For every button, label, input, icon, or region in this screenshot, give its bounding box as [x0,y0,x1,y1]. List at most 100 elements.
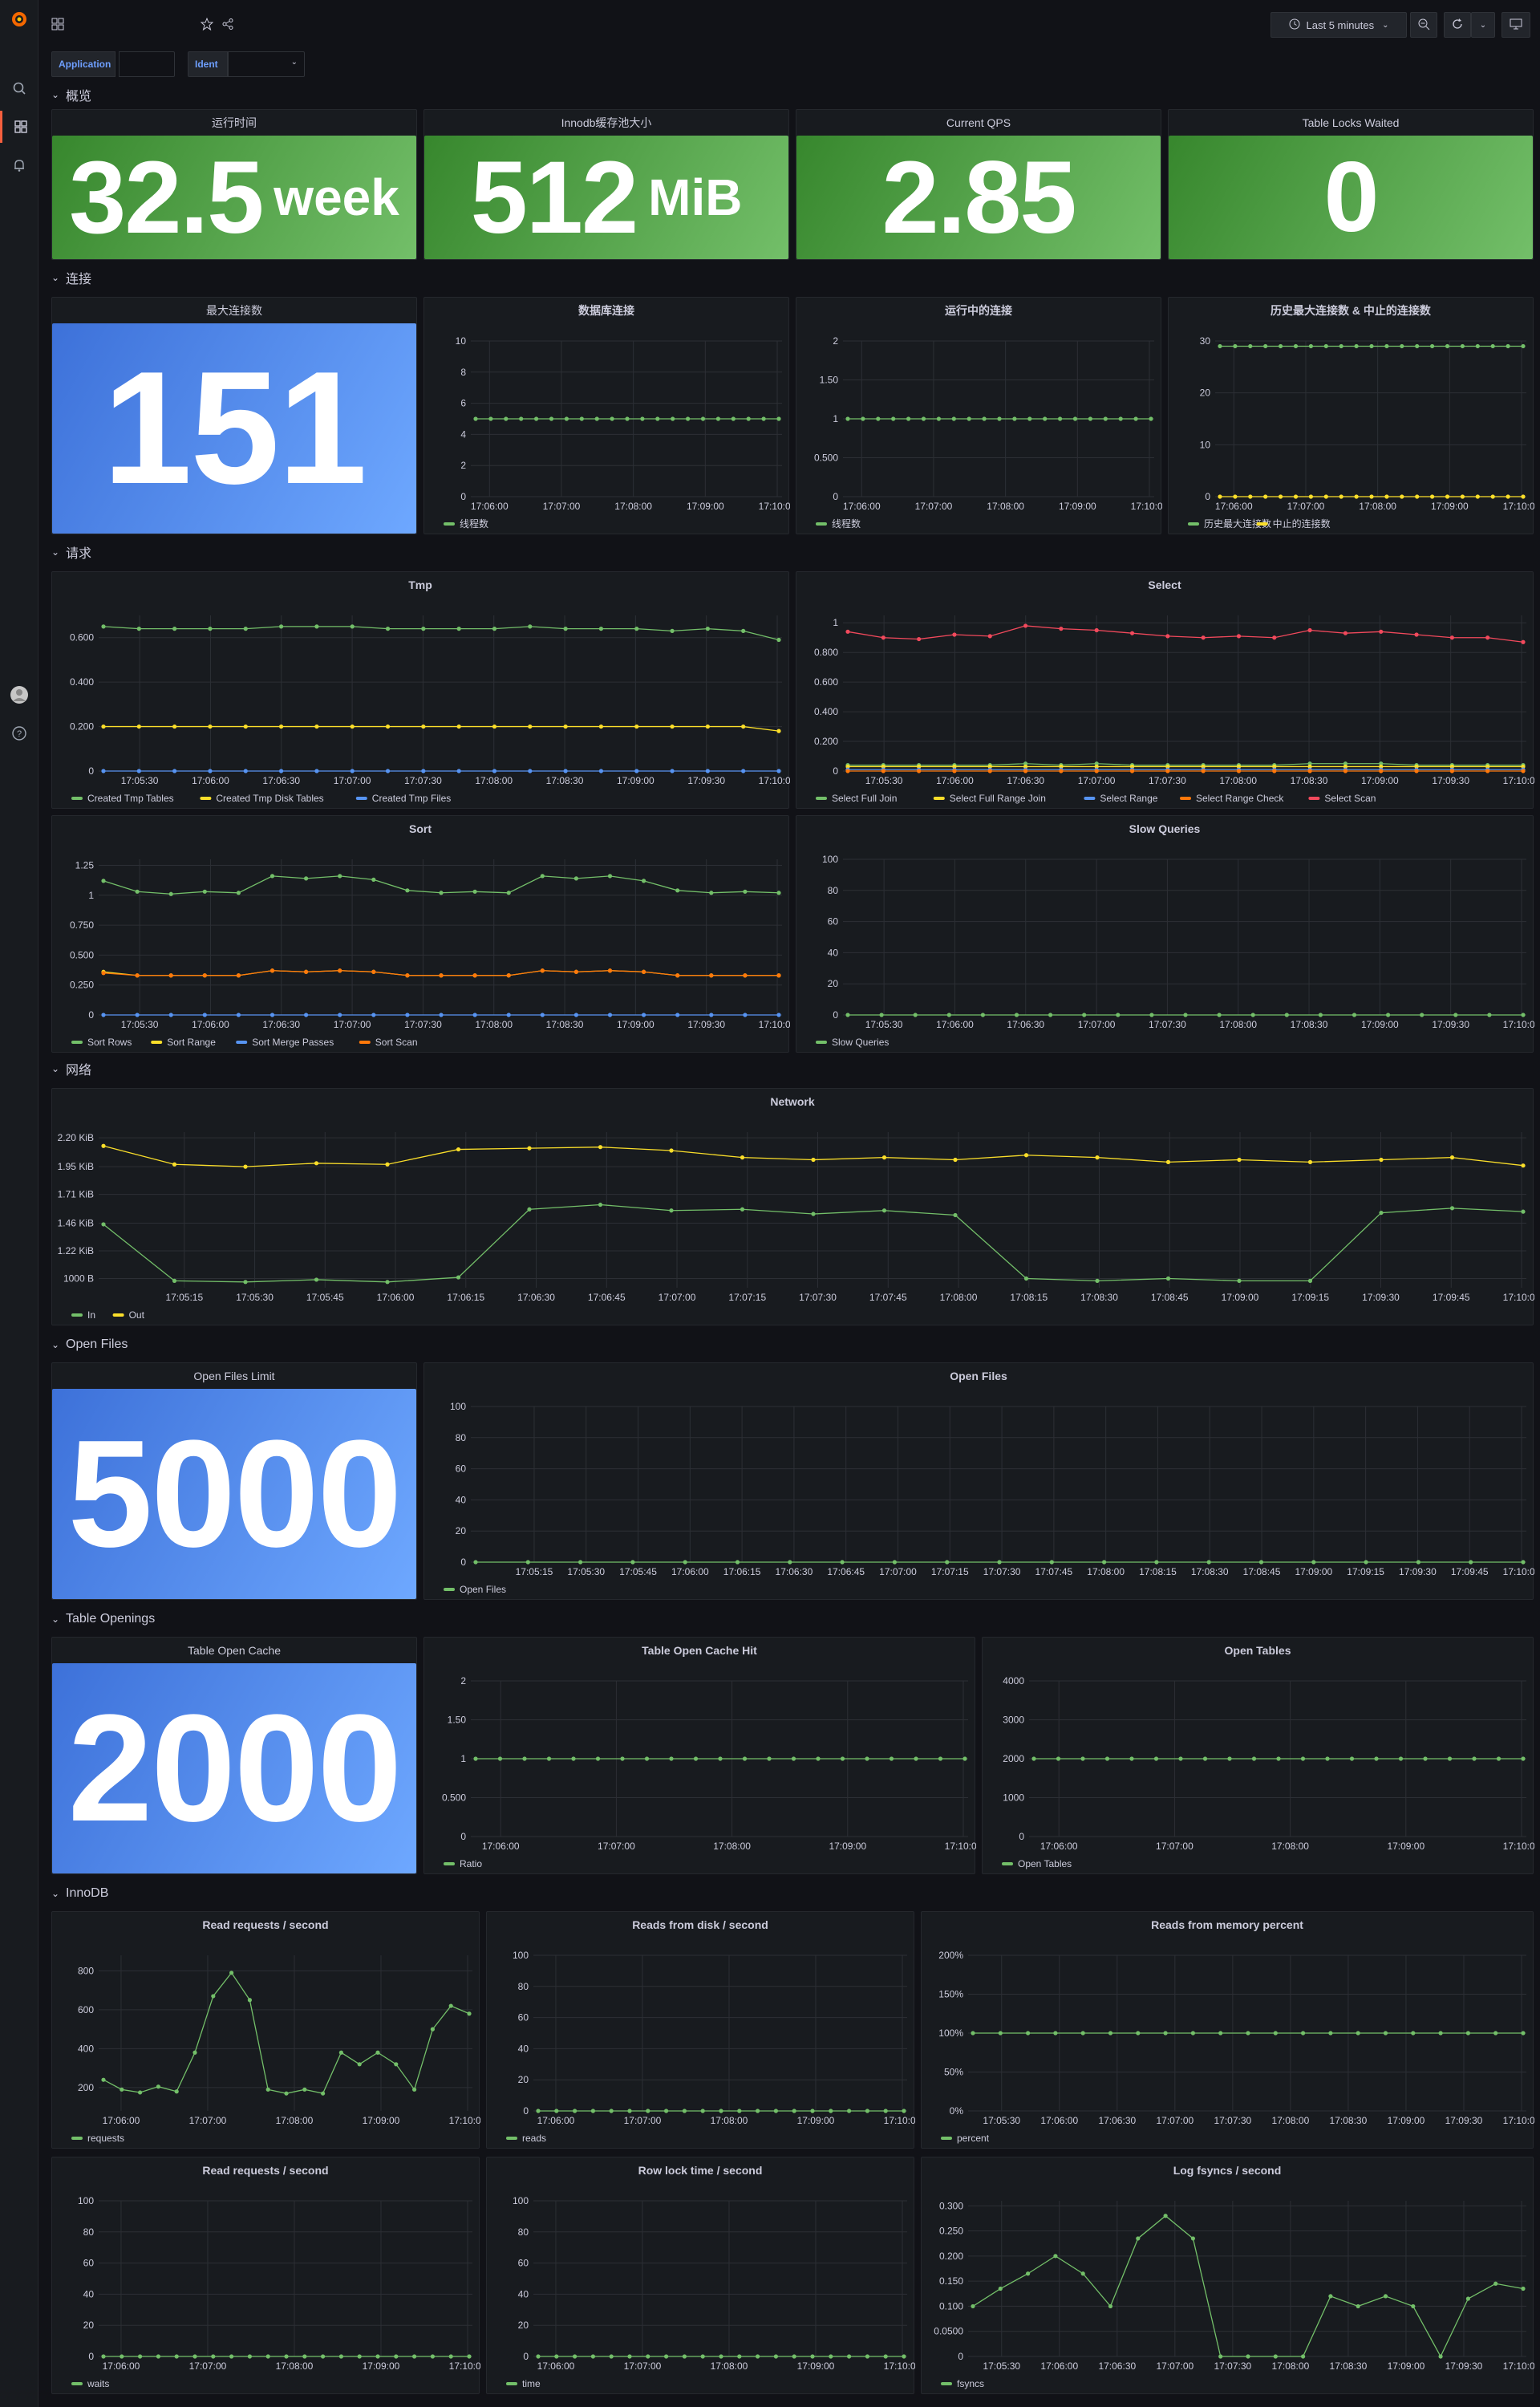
legend-item[interactable]: 中止的连接数 [1273,518,1331,530]
x-tick-label: 17:06:30 [1098,2115,1136,2126]
chart-panel-hist[interactable]: 历史最大连接数 & 中止的连接数 0 10 20 30 17:06:00 17:07:00 1… [1168,297,1534,534]
data-point [715,416,720,421]
row-header-req[interactable]: ⌄ 请求 [51,541,91,563]
legend-item[interactable]: Select Full Range Join [950,793,1046,804]
legend-item[interactable]: fsyncs [957,2378,984,2389]
stat-panel-uptime[interactable]: 运行时间 32.5 week [51,109,417,260]
legend-item[interactable]: Sort Merge Passes [252,1037,334,1048]
legend-item[interactable]: Select Range Check [1196,793,1284,804]
chart-panel-network[interactable]: Network 1000 B 1.22 KiB 1.46 KiB 1.71 KiB 1.9… [51,1088,1534,1325]
data-point [1475,494,1480,499]
legend-item[interactable]: 历史最大连接数 [1204,518,1271,530]
legend-item[interactable]: waits [87,2378,109,2389]
row-header-innodb[interactable]: ⌄ InnoDB [51,1882,108,1905]
data-point [1460,343,1465,349]
legend-item[interactable]: Select Scan [1324,793,1376,804]
zoom-out-button[interactable] [1410,12,1437,38]
legend-item[interactable]: Sort Range [167,1037,216,1048]
legend-item[interactable]: 线程数 [460,518,488,530]
chart-panel-running[interactable]: 运行中的连接 0 0.500 1 1.50 2 17:06:00 17:07:00 17:08:… [796,297,1162,534]
refresh-button[interactable] [1444,12,1471,38]
data-point [1031,1756,1036,1761]
legend-item[interactable]: Open Tables [1018,1858,1072,1869]
stat-panel-tcache[interactable]: Table Open Cache 2000 [51,1637,417,1874]
chart-panel-fsync[interactable]: Log fsyncs / second 0 0.0500 0.100 0.150 0.20… [921,2157,1534,2394]
search-icon[interactable] [0,72,38,104]
legend-item[interactable]: 线程数 [832,518,861,530]
chart-panel-readreq2[interactable]: Read requests / second 0 20 40 60 80 100 17:06:… [51,2157,480,2394]
legend-item[interactable]: Select Full Join [832,793,897,804]
chart-panel-dbconn[interactable]: 数据库连接 0 2 4 6 8 10 17:06:00 17:07:00 17:08:00 17:0… [424,297,790,534]
grafana-logo[interactable] [0,3,38,35]
chart-panel-tmp[interactable]: Tmp 0 0.200 0.400 0.600 17:05:30 17:06:00 17:06… [51,571,790,809]
data-point [563,769,568,773]
stat-panel-locks[interactable]: Table Locks Waited 0 [1168,109,1534,260]
panel-title: Select [1148,578,1181,591]
legend-item[interactable]: Sort Rows [87,1037,132,1048]
legend-item[interactable]: requests [87,2133,124,2144]
legend-item[interactable]: Open Files [460,1584,506,1595]
y-tick-label: 40 [83,2288,95,2299]
tv-mode-button[interactable] [1502,12,1530,38]
legend-item[interactable]: Slow Queries [832,1037,889,1048]
legend-item[interactable]: time [522,2378,541,2389]
legend-item[interactable]: percent [957,2133,990,2144]
stat-panel-bufpool[interactable]: Innodb缓存池大小 512 MiB [424,109,789,260]
legend-item[interactable]: Created Tmp Disk Tables [216,793,323,804]
legend-item[interactable]: Sort Scan [375,1037,418,1048]
chart-panel-opentables[interactable]: Open Tables 0 1000 2000 3000 4000 17:06:00 17:0… [982,1637,1534,1874]
data-point [136,769,141,773]
time-range-picker[interactable]: Last 5 minutes ⌄ [1270,12,1407,38]
stat-panel-maxconn[interactable]: 最大连接数 151 [51,297,417,534]
legend-item[interactable]: In [87,1309,95,1321]
row-header-net[interactable]: ⌄ 网络 [51,1057,91,1080]
chart-panel-readdisk[interactable]: Reads from disk / second 0 20 40 60 80 100 17:0… [486,1911,915,2149]
data-point [1237,1278,1242,1283]
data-point [776,637,781,643]
x-tick-label: 17:09:00 [363,2360,400,2372]
stat-panel-qps[interactable]: Current QPS 2.85 [796,109,1161,260]
dashboards-icon[interactable] [0,111,38,143]
star-icon[interactable] [197,13,217,35]
dashboard-grid-icon[interactable] [48,13,67,35]
variable-dropdown-ident[interactable]: ⌄ [228,51,305,77]
row-header-tables[interactable]: ⌄ Table Openings [51,1608,155,1630]
chart-panel-rowlock[interactable]: Row lock time / second 0 20 40 60 80 100 17:06:… [486,2157,915,2394]
data-point [1521,2286,1526,2291]
legend-item[interactable]: Created Tmp Tables [87,793,174,804]
chart-panel-readreq[interactable]: Read requests / second 200 400 600 800 17:06:… [51,1911,480,2149]
variable-input-application[interactable] [119,51,175,77]
x-tick-label: 17:09:00 [829,1841,866,1852]
legend-item[interactable]: reads [522,2133,546,2144]
data-point [314,624,319,629]
legend-swatch [816,522,827,526]
legend-item[interactable]: Out [129,1309,145,1321]
row-header-files[interactable]: ⌄ Open Files [51,1333,128,1356]
row-header-conn[interactable]: ⌄ 连接 [51,266,91,289]
chart-panel-readmem[interactable]: Reads from memory percent 0% 50% 100% 150% 20… [921,1911,1534,2149]
data-point [741,628,746,633]
help-icon[interactable]: ? [0,717,38,749]
row-header-overview[interactable]: ⌄ 概览 [51,83,91,106]
legend-item[interactable]: Created Tmp Files [372,793,451,804]
legend-item[interactable]: Select Range [1100,793,1157,804]
stat-panel-fileslimit[interactable]: Open Files Limit 5000 [51,1362,417,1600]
chart-panel-sort[interactable]: Sort 0 0.250 0.500 0.750 1 1.25 17:05:30 17:06:0… [51,815,790,1053]
share-icon[interactable] [218,13,237,35]
chart-panel-select[interactable]: Select 0 0.200 0.400 0.600 0.800 1 17:05:30 17:0… [796,571,1534,809]
legend-item[interactable]: Ratio [460,1858,482,1869]
data-point [1339,343,1343,349]
x-tick-label: 17:08:30 [546,1019,584,1030]
chart-panel-slow[interactable]: Slow Queries 0 20 40 60 80 100 17:05:30 17:06:00… [796,815,1534,1053]
refresh-interval-dropdown[interactable]: ⌄ [1471,12,1495,38]
chart-panel-cachehit[interactable]: Table Open Cache Hit 0 0.500 1 1.50 2 17:06:00… [424,1637,976,1874]
data-point [302,2087,307,2092]
y-tick-label: 0.800 [814,647,838,658]
avatar[interactable] [0,679,38,711]
alert-bell-icon[interactable] [0,149,38,181]
data-point [357,2062,362,2067]
data-point [1449,1206,1455,1211]
data-point [101,879,106,883]
chart-panel-openfiles[interactable]: Open Files 0 20 40 60 80 100 17:05:15 17:05:30 17… [424,1362,1534,1600]
x-tick-label: 17:05:30 [121,775,159,786]
